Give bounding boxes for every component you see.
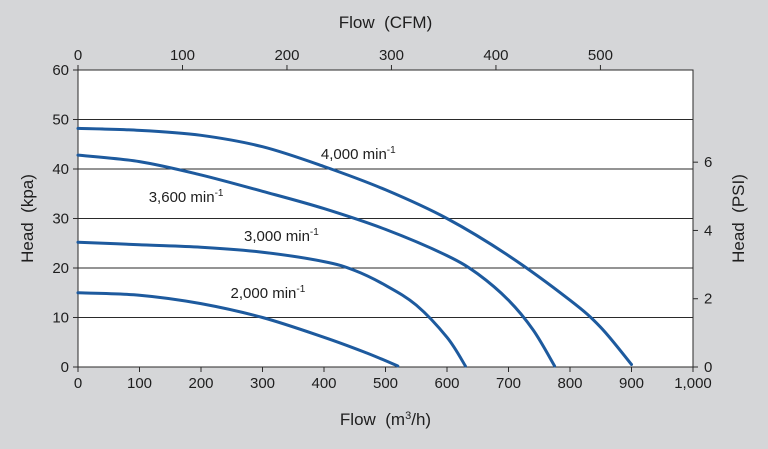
- x-tick-label: 600: [434, 375, 459, 392]
- y-axis-title: Head (kpa): [18, 174, 37, 263]
- x2-tick-label: 500: [588, 47, 613, 64]
- x-tick-label: 300: [250, 375, 275, 392]
- curves: [76, 126, 633, 368]
- y-tick-label: 0: [61, 359, 69, 376]
- curve-series-1: [76, 126, 633, 366]
- curve-label: 3,600 min-1: [149, 188, 224, 206]
- curve-label: 3,000 min-1: [244, 227, 319, 245]
- y-tick-label: 50: [52, 112, 69, 129]
- x-tick-label: 400: [311, 375, 336, 392]
- x2-axis-title: Flow (CFM): [339, 13, 432, 32]
- y-tick-label: 30: [52, 211, 69, 228]
- y2-tick-label: 6: [704, 154, 712, 171]
- x-tick-label: 900: [619, 375, 644, 392]
- y2-tick-label: 2: [704, 291, 712, 308]
- x2-tick-label: 0: [74, 47, 82, 64]
- curve-label: 2,000 min-1: [231, 284, 306, 302]
- x-tick-label: 100: [127, 375, 152, 392]
- x2-tick-label: 300: [379, 47, 404, 64]
- x-axis-title: Flow (m3/h): [340, 410, 431, 429]
- y2-tick-label: 0: [704, 359, 712, 376]
- y-tick-label: 10: [52, 310, 69, 327]
- y2-axis-title: Head (PSI): [729, 174, 748, 263]
- x-tick-label: 700: [496, 375, 521, 392]
- x-tick-label: 0: [74, 375, 82, 392]
- y-tick-label: 60: [52, 62, 69, 79]
- curve-series-4: [76, 291, 400, 368]
- curve-series-3: [76, 240, 467, 368]
- curve-label: 4,000 min-1: [321, 145, 396, 163]
- y-tick-label: 20: [52, 260, 69, 277]
- y2-tick-label: 4: [704, 222, 712, 239]
- curve-labels: 4,000 min-1 3,600 min-1 3,000 min-1 2,000 m…: [149, 145, 396, 302]
- curve-series-2: [76, 153, 557, 368]
- x2-tick-label: 400: [483, 47, 508, 64]
- x-tick-label: 500: [373, 375, 398, 392]
- x-tick-label: 200: [188, 375, 213, 392]
- x-tick-label: 800: [557, 375, 582, 392]
- y-tick-label: 40: [52, 161, 69, 178]
- x2-tick-label: 100: [170, 47, 195, 64]
- x2-tick-label: 200: [274, 47, 299, 64]
- x-tick-label: 1,000: [674, 375, 712, 392]
